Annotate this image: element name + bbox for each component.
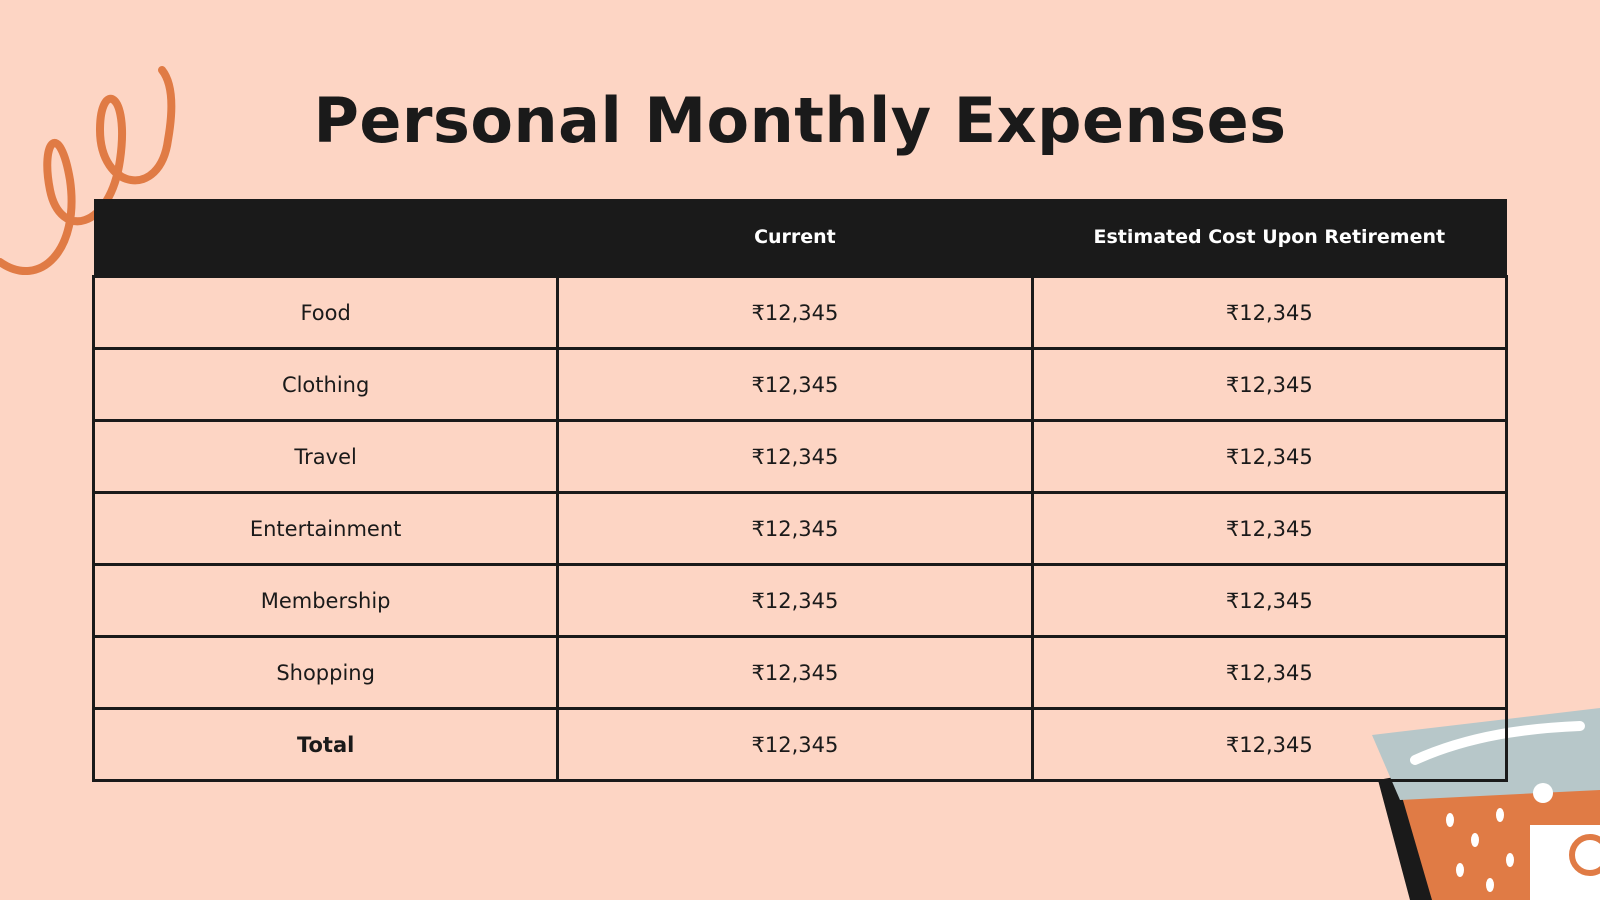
table-row: Travel ₹12,345 ₹12,345: [91, 419, 1509, 494]
table-row: Clothing ₹12,345 ₹12,345: [91, 347, 1509, 422]
cost-cell: ₹12,345: [556, 275, 1034, 350]
table-row: Shopping ₹12,345 ₹12,345: [91, 635, 1509, 710]
cost-cell: ₹12,345: [1030, 563, 1509, 638]
cost-cell: ₹12,345: [556, 347, 1034, 422]
table-row: Entertainment ₹12,345 ₹12,345: [91, 491, 1509, 566]
row-label: Total: [91, 707, 560, 782]
cost-cell: ₹12,345: [1030, 707, 1509, 782]
cost-cell: ₹12,345: [556, 491, 1034, 566]
row-label: Membership: [91, 563, 560, 638]
cost-cell: ₹12,345: [1030, 635, 1509, 710]
row-label: Food: [91, 275, 560, 350]
cost-cell: ₹12,345: [1030, 419, 1509, 494]
header-cell: Estimated Cost Upon Retirement: [1032, 199, 1507, 277]
row-label: Travel: [91, 419, 560, 494]
cost-cell: ₹12,345: [556, 635, 1034, 710]
title: Personal Monthly Expenses: [313, 84, 1287, 157]
table-row: Food ₹12,345 ₹12,345: [91, 275, 1509, 350]
cost-cell: ₹12,345: [1030, 275, 1509, 350]
header-row: Current Estimated Cost Upon Retirement: [93, 199, 1507, 277]
header-cell-empty: [93, 199, 558, 277]
row-label: Entertainment: [91, 491, 560, 566]
table-row: Membership ₹12,345 ₹12,345: [91, 563, 1509, 638]
squiggle: [0, 66, 176, 275]
row-label: Clothing: [91, 347, 560, 422]
cost-cell: ₹12,345: [556, 563, 1034, 638]
total-row: Total ₹12,345 ₹12,345: [91, 707, 1509, 782]
header-cell: Current: [557, 199, 1033, 277]
row-label: Shopping: [91, 635, 560, 710]
cost-cell: ₹12,345: [1030, 491, 1509, 566]
expenses-table: Current Estimated Cost Upon Retirement F…: [91, 199, 1509, 782]
cost-cell: ₹12,345: [556, 419, 1034, 494]
cost-cell: ₹12,345: [1030, 347, 1509, 422]
cost-cell: ₹12,345: [556, 707, 1034, 782]
